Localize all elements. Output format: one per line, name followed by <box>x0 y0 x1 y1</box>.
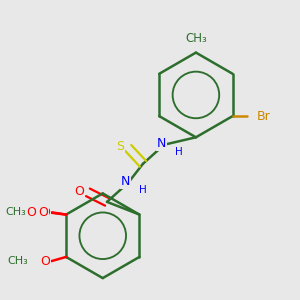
Text: O: O <box>74 185 84 198</box>
Text: CH₃: CH₃ <box>5 208 26 218</box>
Text: O: O <box>26 206 36 219</box>
Text: O: O <box>40 206 50 219</box>
Text: H: H <box>175 147 182 157</box>
Text: O: O <box>40 255 50 268</box>
Text: O: O <box>38 206 48 219</box>
Text: S: S <box>116 140 124 153</box>
Text: H: H <box>139 185 146 195</box>
Text: CH₃: CH₃ <box>185 32 207 45</box>
Text: CH₃: CH₃ <box>7 256 28 266</box>
Text: N: N <box>121 175 130 188</box>
Text: N: N <box>157 137 166 150</box>
Text: Br: Br <box>257 110 271 123</box>
